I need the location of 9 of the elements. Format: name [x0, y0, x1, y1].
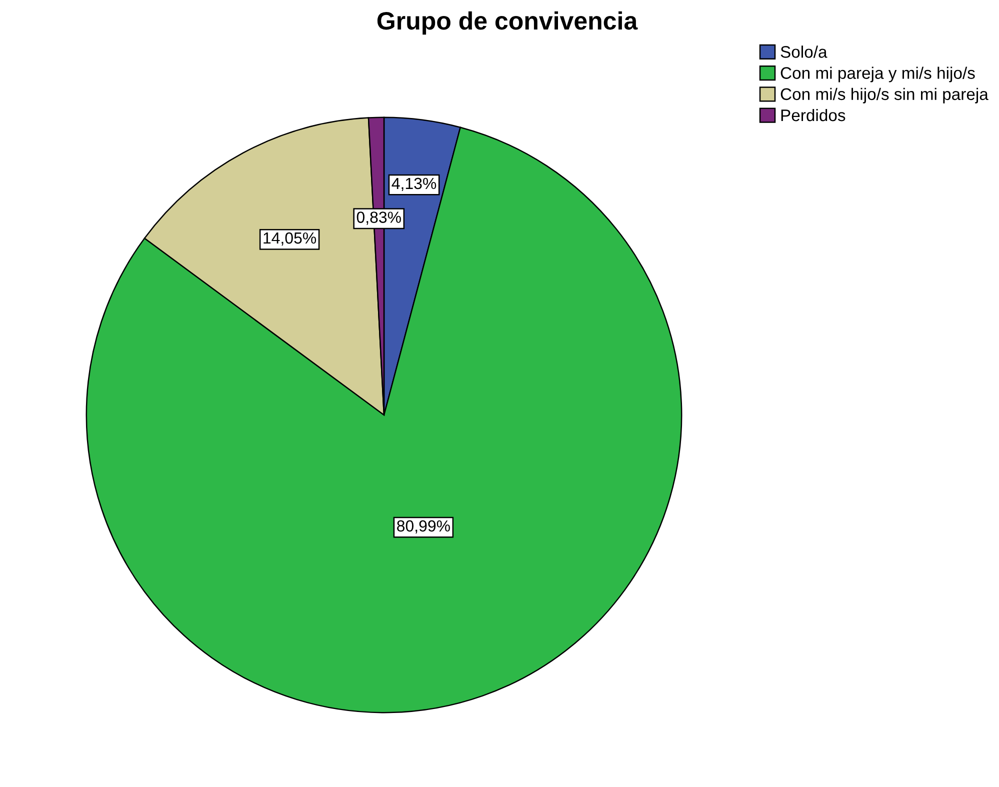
chart-title: Grupo de convivencia — [377, 11, 638, 35]
legend-label: Perdidos — [781, 108, 846, 122]
data-label: 80,99% — [397, 520, 450, 534]
legend-label: Con mi/s hijo/s sin mi pareja — [780, 88, 988, 104]
legend-label: Con mi pareja y mi/s hijo/s — [780, 66, 975, 82]
data-label: 14,05% — [264, 232, 316, 246]
legend-label: Solo/a — [780, 46, 828, 58]
data-label: 4,13% — [392, 178, 436, 191]
data-label: 0,83% — [356, 212, 401, 225]
